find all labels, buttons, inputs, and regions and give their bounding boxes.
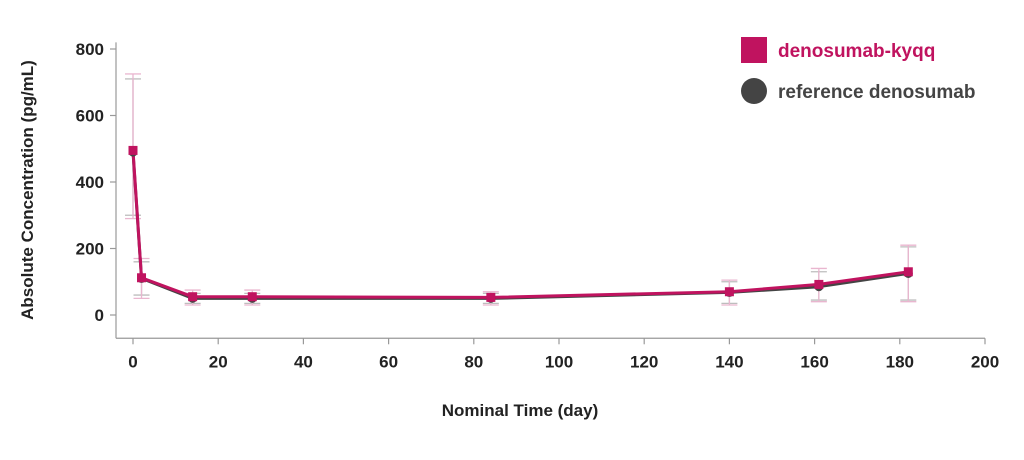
x-tick-label: 120 [630,352,658,371]
legend-label: reference denosumab [778,82,975,103]
x-tick-label: 160 [800,352,828,371]
y-tick-label: 800 [76,40,104,59]
x-tick-label: 200 [971,352,999,371]
x-tick-label: 20 [209,352,228,371]
x-tick-label: 0 [128,352,137,371]
x-tick-label: 60 [379,352,398,371]
data-point [137,273,147,283]
data-point [724,287,734,297]
y-tick-label: 600 [76,107,104,126]
series-line-reference-denosumab [131,151,909,300]
series-lines [131,150,909,300]
x-tick-label: 40 [294,352,313,371]
data-point [128,145,138,155]
y-tick-label: 400 [76,173,104,192]
data-point [188,292,198,302]
legend-marker-circle [741,78,767,104]
x-tick-label: 180 [886,352,914,371]
y-axis-title: Absolute Concentration (pg/mL) [18,60,37,320]
y-tick-label: 200 [76,240,104,259]
data-point [247,292,257,302]
series-markers [128,145,913,303]
y-tick-label: 0 [95,306,104,325]
axes: 0 20 40 60 80 100 120 140 160 180 200 0 200 400 600 800 [76,40,1000,371]
data-point [903,267,913,277]
legend-label: denosumab-kyqq [778,41,935,62]
x-axis-title: Nominal Time (day) [442,401,599,420]
x-tick-label: 100 [545,352,573,371]
x-tick-label: 140 [715,352,743,371]
legend-marker-square [741,37,767,63]
data-point [814,279,824,289]
data-point [486,292,496,302]
x-tick-label: 80 [464,352,483,371]
series-line-denosumab-kyqq [131,150,909,299]
legend: denosumab-kyqq reference denosumab [741,37,975,104]
error-bars [125,73,917,306]
